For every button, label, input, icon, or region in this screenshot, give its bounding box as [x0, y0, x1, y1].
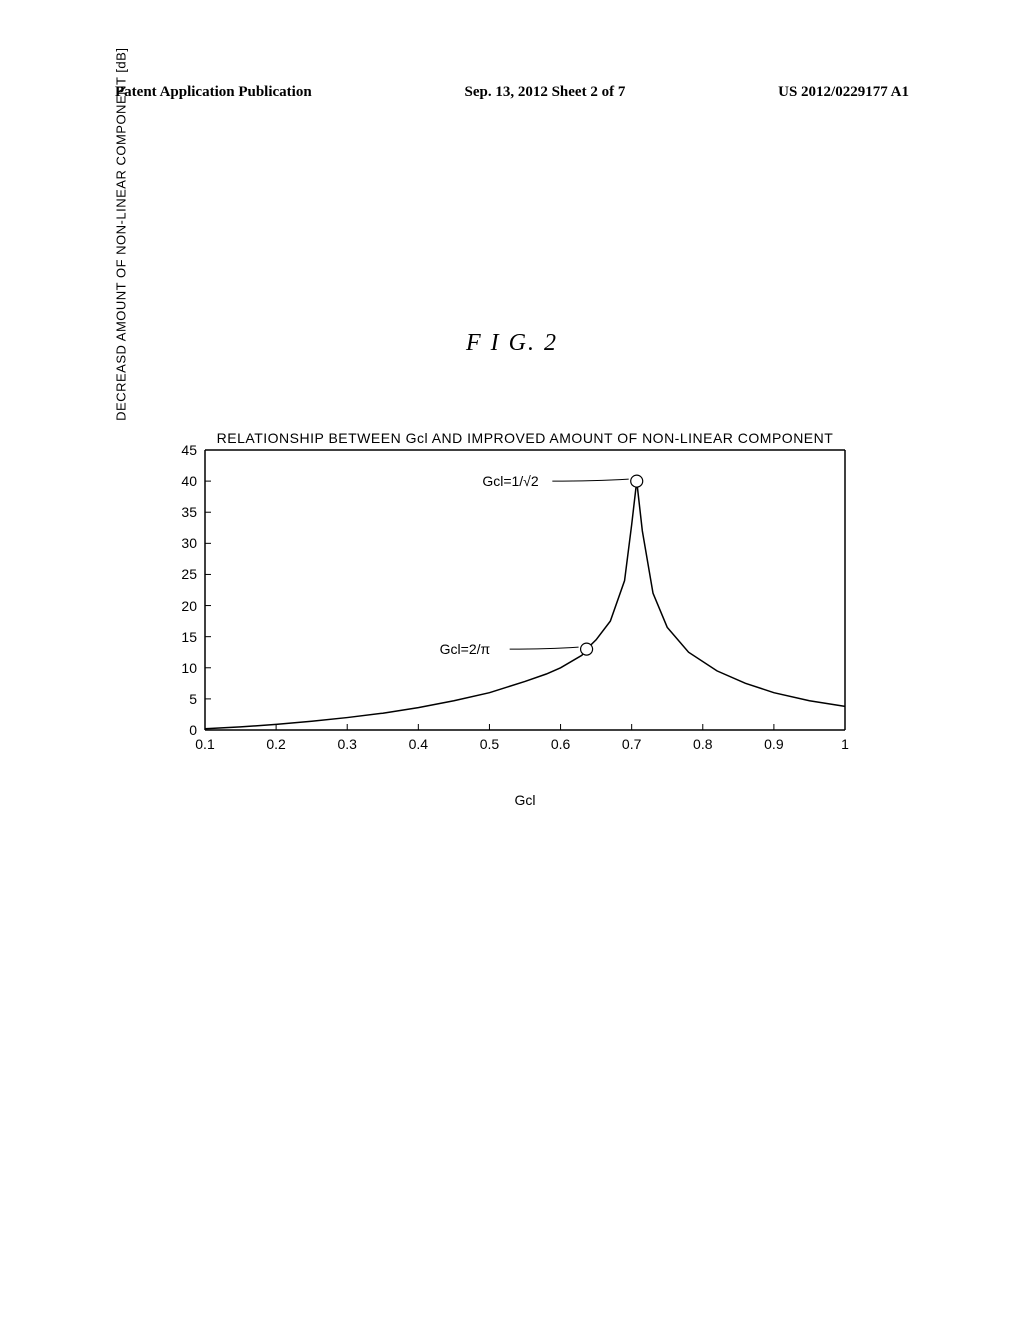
y-tick-label: 10	[181, 660, 197, 676]
header-right: US 2012/0229177 A1	[778, 84, 909, 101]
plot-area: 0510152025303540450.10.20.30.40.50.60.70…	[205, 450, 845, 730]
chart-container: RELATIONSHIP BETWEEN Gcl AND IMPROVED AM…	[145, 430, 865, 770]
y-tick-label: 30	[181, 535, 197, 551]
figure-label: F I G. 2	[0, 330, 1024, 357]
header-left: Patent Application Publication	[115, 84, 312, 101]
x-tick-label: 0.5	[480, 736, 499, 752]
y-tick-label: 25	[181, 566, 197, 582]
y-tick-label: 5	[189, 691, 197, 707]
x-tick-label: 0.2	[266, 736, 285, 752]
x-tick-label: 0.4	[409, 736, 428, 752]
header-center: Sep. 13, 2012 Sheet 2 of 7	[464, 84, 625, 101]
x-tick-label: 0.3	[337, 736, 356, 752]
x-tick-label: 0.8	[693, 736, 712, 752]
y-tick-label: 40	[181, 473, 197, 489]
y-tick-label: 45	[181, 442, 197, 458]
page-header: Patent Application Publication Sep. 13, …	[115, 84, 909, 101]
x-tick-label: 0.9	[764, 736, 783, 752]
x-tick-label: 0.6	[551, 736, 570, 752]
x-tick-label: 0.7	[622, 736, 641, 752]
x-tick-label: 0.1	[195, 736, 214, 752]
y-tick-label: 15	[181, 629, 197, 645]
x-axis-label: Gcl	[185, 792, 865, 808]
y-axis-label: DECREASD AMOUNT OF NON-LINEAR COMPONENT …	[114, 48, 129, 421]
x-tick-label: 1	[841, 736, 849, 752]
y-tick-label: 20	[181, 598, 197, 614]
chart-annotation: Gcl=1/√2	[482, 473, 538, 489]
chart-annotation: Gcl=2/π	[440, 641, 491, 657]
y-tick-label: 35	[181, 504, 197, 520]
